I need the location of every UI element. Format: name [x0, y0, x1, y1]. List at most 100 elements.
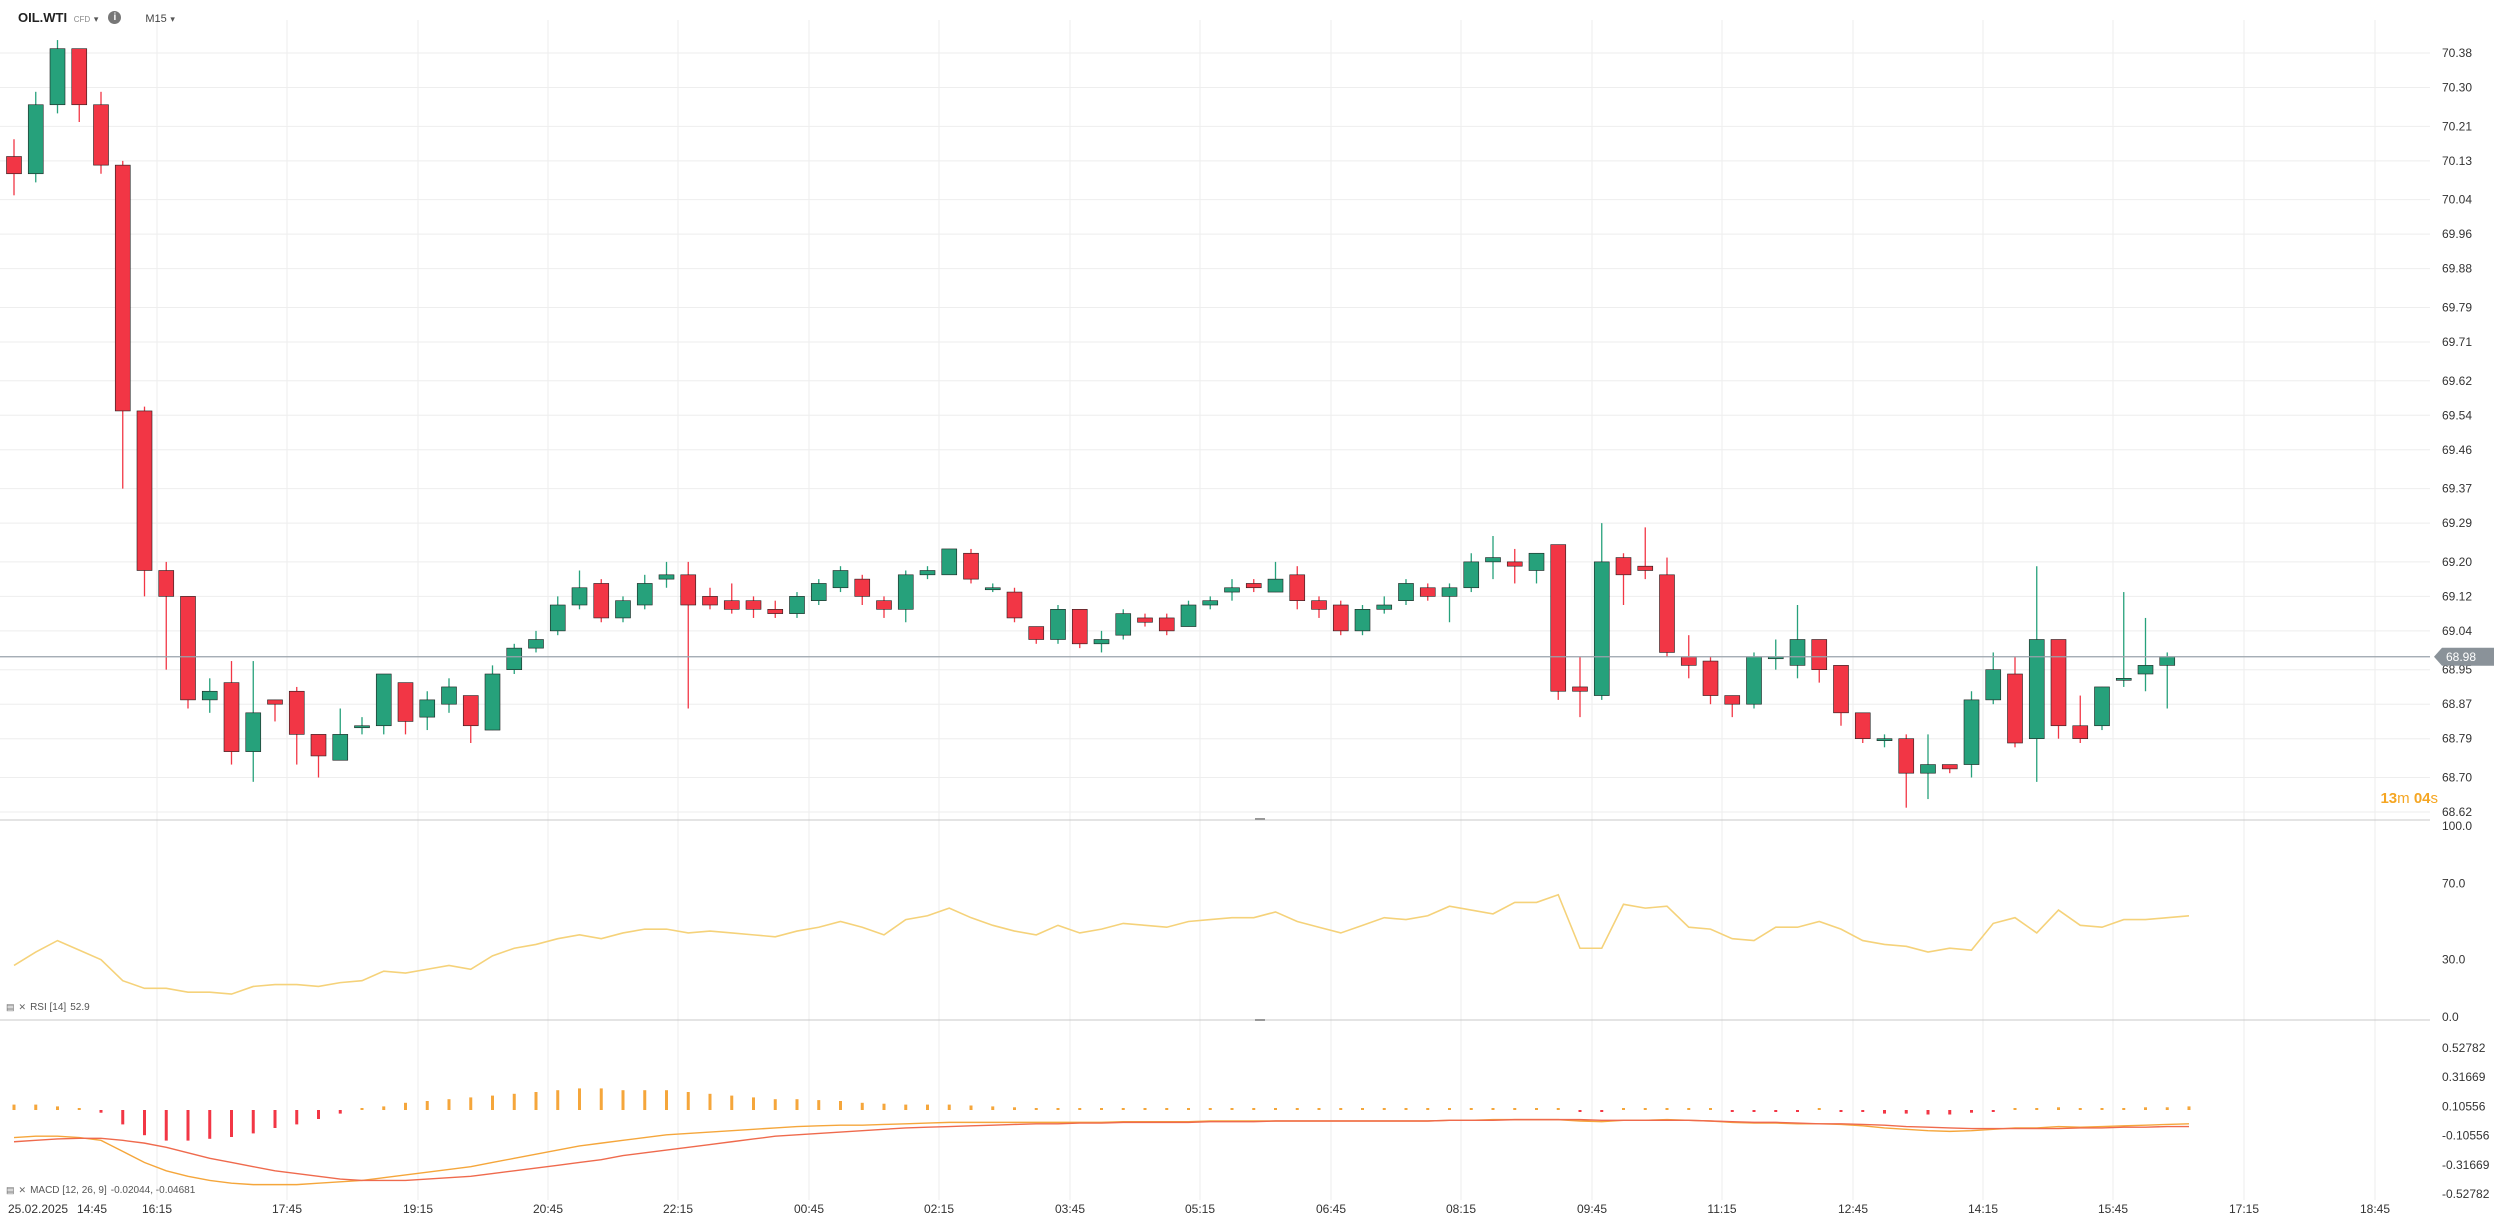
time-axis-label: 17:15: [2229, 1202, 2259, 1216]
candle-body: [1398, 583, 1414, 601]
candle-body: [636, 583, 653, 606]
chevron-down-icon: ▾: [170, 14, 175, 24]
close-icon[interactable]: ✕: [18, 1185, 27, 1195]
candle-body: [1463, 561, 1480, 589]
candle-body: [1659, 574, 1675, 653]
macd-histogram-bar: [1556, 1108, 1560, 1110]
macd-histogram-bar: [1926, 1110, 1930, 1115]
macd-histogram-bar: [773, 1099, 777, 1110]
macd-histogram-bar: [1208, 1108, 1212, 1110]
macd-histogram-bar: [1709, 1108, 1712, 1110]
macd-histogram-bar: [752, 1097, 755, 1110]
symbol-type: CFD: [73, 15, 91, 24]
macd-line: [13, 1118, 2190, 1186]
price-axis-label: 69.46: [2442, 443, 2472, 457]
macd-histogram-bar: [1600, 1110, 1604, 1112]
candle-body: [1050, 609, 1066, 640]
candle-body: [1006, 591, 1023, 619]
chart-header: OIL.WTI CFD ▾ i M15 ▾: [18, 10, 175, 25]
candle-body: [876, 600, 892, 610]
candle-body: [1354, 609, 1371, 632]
rsi-legend[interactable]: ▤ ✕ RSI [14] 52.9: [6, 1002, 90, 1013]
candle-body: [2159, 656, 2176, 666]
price-axis-label: 68.70: [2442, 771, 2472, 785]
macd-histogram-bar: [1839, 1110, 1843, 1112]
macd-histogram-bar: [1448, 1108, 1451, 1110]
macd-histogram-bar: [491, 1095, 494, 1110]
macd-histogram-bar: [665, 1090, 668, 1110]
macd-histogram-bar: [1796, 1110, 1799, 1112]
candle-body: [593, 583, 610, 619]
macd-histogram-bar: [1665, 1108, 1669, 1110]
macd-histogram-bar: [1513, 1108, 1517, 1110]
macd-histogram-bar: [382, 1106, 386, 1110]
candle-body: [49, 48, 66, 106]
macd-axis-label: -0.31669: [2442, 1158, 2490, 1172]
price-axis-label: 70.38: [2442, 46, 2472, 60]
macd-histogram-bar: [2187, 1106, 2191, 1110]
candle-body: [1267, 578, 1284, 593]
price-axis-label: 69.20: [2442, 555, 2472, 569]
macd-histogram-bar: [338, 1110, 342, 1114]
candle-body: [528, 639, 544, 649]
macd-legend[interactable]: ▤ ✕ MACD [12, 26, 9] -0.02044, -0.04681: [6, 1185, 195, 1196]
macd-histogram-bar: [1165, 1108, 1169, 1110]
symbol-selector[interactable]: OIL.WTI CFD ▾: [18, 10, 98, 25]
candle-body: [2007, 673, 2023, 744]
candle-body: [1811, 639, 1828, 670]
time-axis-label: 02:15: [924, 1202, 954, 1216]
candle-body: [2137, 665, 2154, 675]
candle-body: [1289, 574, 1306, 601]
candle-body: [114, 164, 131, 412]
macd-histogram-bar: [1730, 1110, 1734, 1112]
candle-body: [245, 712, 262, 752]
candle-body: [1028, 626, 1045, 640]
time-axis-label: 20:45: [533, 1202, 563, 1216]
candle-body: [1702, 660, 1719, 696]
candle-body: [223, 682, 240, 752]
candle-body: [745, 600, 762, 610]
candle-body: [1985, 669, 2002, 701]
macd-histogram-bar: [469, 1097, 473, 1110]
settings-icon[interactable]: ▤: [6, 1185, 15, 1195]
candle-body: [1224, 587, 1240, 593]
macd-histogram-bar: [686, 1092, 690, 1110]
candle-body: [484, 673, 501, 731]
candle-body: [897, 574, 914, 610]
candle-body: [180, 596, 196, 701]
macd-histogram-bar: [2144, 1107, 2147, 1110]
timeframe-label: M15: [145, 13, 167, 25]
rsi-axis-label: 100.0: [2442, 819, 2472, 833]
info-icon[interactable]: i: [108, 11, 122, 24]
current-price-tag-label: 68.98: [2446, 650, 2476, 664]
candle-body: [1485, 557, 1501, 563]
candle-body: [789, 596, 805, 614]
macd-histogram-bar: [2078, 1108, 2082, 1110]
macd-legend-values: -0.02044, -0.04681: [110, 1185, 196, 1196]
macd-axis-label: -0.52782: [2442, 1187, 2490, 1201]
price-axis-label: 69.12: [2442, 589, 2472, 603]
price-axis-label: 70.21: [2442, 119, 2472, 133]
macd-axis-label: 0.10556: [2442, 1099, 2486, 1113]
time-axis-label: 08:15: [1446, 1202, 1476, 1216]
macd-histogram-bar: [2013, 1108, 2017, 1110]
macd-histogram-bar: [926, 1104, 929, 1110]
macd-histogram-bar: [1491, 1108, 1495, 1110]
candle-body: [810, 583, 827, 601]
candle-body: [2050, 639, 2067, 727]
macd-histogram-bar: [1622, 1108, 1625, 1110]
close-icon[interactable]: ✕: [18, 1002, 27, 1012]
candle-body: [1898, 738, 1915, 774]
candle-body: [1180, 604, 1197, 627]
candle-body: [71, 48, 88, 106]
macd-histogram-bar: [121, 1110, 125, 1125]
candle-body: [1158, 617, 1175, 632]
candle-body: [506, 647, 523, 670]
candle-body: [1419, 587, 1436, 597]
macd-axis-label: 0.31669: [2442, 1070, 2486, 1084]
macd-histogram-bar: [1252, 1108, 1256, 1110]
timeframe-selector[interactable]: M15 ▾: [131, 10, 175, 25]
macd-histogram-bar: [1056, 1108, 1060, 1110]
settings-icon[interactable]: ▤: [6, 1002, 15, 1012]
